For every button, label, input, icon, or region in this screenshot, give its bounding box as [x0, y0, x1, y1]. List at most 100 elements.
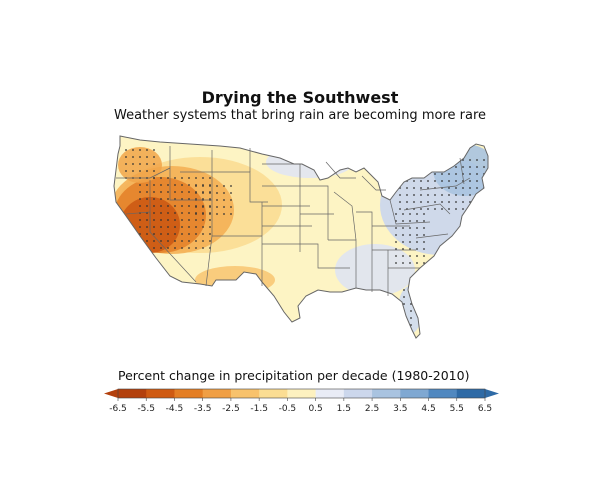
- colorbar-tick-label: 4.5: [421, 404, 435, 414]
- significance-dot: [181, 205, 183, 207]
- colorbar-tick-label: -0.5: [279, 404, 297, 414]
- significance-dot: [420, 180, 422, 182]
- significance-dot: [139, 184, 141, 186]
- significance-dot: [160, 219, 162, 221]
- colorbar-bin: [400, 389, 429, 398]
- significance-dot: [409, 227, 411, 229]
- significance-dot: [181, 240, 183, 242]
- significance-dot: [174, 212, 176, 214]
- border-wa-or: [116, 167, 171, 179]
- significance-dot: [413, 180, 415, 182]
- significance-dot: [410, 289, 412, 291]
- significance-dot: [406, 173, 408, 175]
- significance-dot: [410, 310, 412, 312]
- wetting-zone-north: [266, 146, 354, 178]
- significance-dot: [146, 233, 148, 235]
- significance-dot: [448, 159, 450, 161]
- significance-dot: [448, 166, 450, 168]
- significance-dot: [476, 187, 478, 189]
- significance-dot: [160, 212, 162, 214]
- significance-dot: [416, 227, 418, 229]
- significance-dot: [469, 187, 471, 189]
- colorbar-bin: [259, 389, 288, 398]
- significance-dot: [202, 177, 204, 179]
- significance-dot: [202, 233, 204, 235]
- significance-dot: [139, 191, 141, 193]
- significance-dot: [167, 177, 169, 179]
- colorbar-tick-label: -4.5: [166, 404, 184, 414]
- significance-dot: [146, 184, 148, 186]
- colorbar-bin: [118, 389, 147, 398]
- colorbar: [104, 388, 499, 399]
- significance-dot: [413, 173, 415, 175]
- significance-dot: [132, 163, 134, 165]
- significance-dot: [395, 227, 397, 229]
- significance-dot: [483, 159, 485, 161]
- significance-dot: [416, 241, 418, 243]
- colorbar-bin: [315, 389, 345, 398]
- significance-dot: [167, 247, 169, 249]
- significance-dot: [441, 166, 443, 168]
- significance-dot: [188, 247, 190, 249]
- significance-dot: [455, 194, 457, 196]
- significance-dot: [188, 184, 190, 186]
- significance-dot: [202, 247, 204, 249]
- significance-dot: [174, 198, 176, 200]
- significance-dot: [476, 180, 478, 182]
- significance-dot: [195, 233, 197, 235]
- significance-dot: [402, 248, 404, 250]
- significance-dot: [146, 191, 148, 193]
- significance-dot: [188, 198, 190, 200]
- significance-dot: [181, 219, 183, 221]
- significance-dot: [434, 180, 436, 182]
- significance-dot: [395, 234, 397, 236]
- significance-dot: [402, 255, 404, 257]
- significance-dot: [153, 191, 155, 193]
- significance-dot: [420, 187, 422, 189]
- significance-dot: [434, 159, 436, 161]
- significance-dot: [469, 180, 471, 182]
- significance-dot: [174, 219, 176, 221]
- significance-dot: [160, 191, 162, 193]
- significance-dot: [416, 234, 418, 236]
- significance-dot: [409, 213, 411, 215]
- significance-dot: [406, 194, 408, 196]
- significance-dot: [416, 248, 418, 250]
- significance-dot: [416, 213, 418, 215]
- significance-dot: [403, 317, 405, 319]
- significance-dot: [167, 184, 169, 186]
- significance-dot: [402, 220, 404, 222]
- significance-dot: [402, 234, 404, 236]
- significance-dot: [402, 241, 404, 243]
- colorbar-tick-label: -6.5: [109, 404, 127, 414]
- colorbar-legend: -6.5 -5.5 -4.5 -3.5 -2.5 -1.5 -0.5 0.5 1.5 2.5 3.5…: [104, 388, 499, 414]
- significance-dot: [125, 163, 127, 165]
- significance-dot: [427, 159, 429, 161]
- significance-dot: [455, 166, 457, 168]
- significance-dot: [441, 180, 443, 182]
- significance-dot: [476, 173, 478, 175]
- significance-dot: [434, 201, 436, 203]
- significance-dot: [167, 212, 169, 214]
- significance-dot: [209, 213, 211, 215]
- significance-dot: [230, 206, 232, 208]
- border-il: [333, 191, 357, 241]
- significance-dot: [434, 173, 436, 175]
- significance-dot: [188, 219, 190, 221]
- colorbar-bin: [146, 389, 175, 398]
- significance-dot: [462, 166, 464, 168]
- colorbar-bin: [202, 389, 232, 398]
- significance-dot: [167, 240, 169, 242]
- significance-dot: [413, 166, 415, 168]
- significance-dot: [409, 248, 411, 250]
- significance-dot: [448, 180, 450, 182]
- colorbar-bin: [343, 389, 373, 398]
- border-ks-ok: [262, 243, 350, 269]
- significance-dot: [174, 191, 176, 193]
- map-title: Drying the Southwest: [201, 88, 399, 107]
- significance-dot: [181, 191, 183, 193]
- significance-dot: [403, 303, 405, 305]
- significance-dot: [202, 240, 204, 242]
- significance-dot: [476, 166, 478, 168]
- significance-dot: [188, 205, 190, 207]
